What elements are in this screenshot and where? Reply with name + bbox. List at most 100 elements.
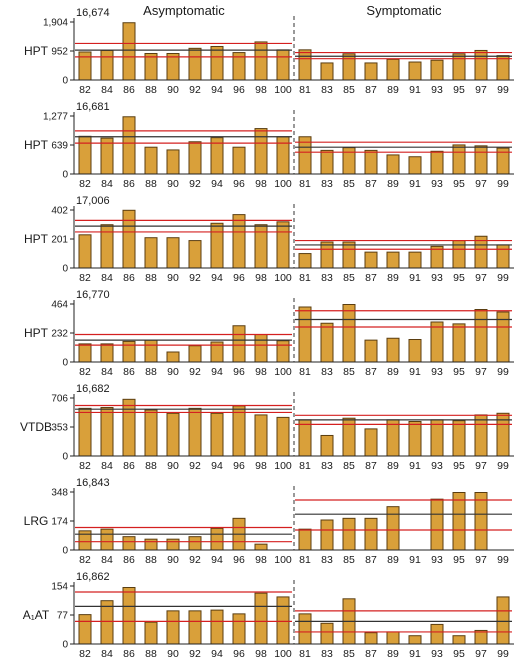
x-tick-label: 90 — [167, 460, 179, 472]
bar-sym-symptomatic-5 — [408, 251, 422, 269]
x-tick-label: 91 — [409, 554, 421, 566]
x-tick-label: 93 — [431, 554, 443, 566]
x-tick-label: 93 — [431, 178, 443, 190]
y-tick-label: 0 — [62, 264, 68, 275]
bar-sym-symptomatic-7 — [452, 323, 466, 363]
x-tick-label: 82 — [79, 554, 91, 566]
bar-asym-asymptomatic-5 — [188, 610, 202, 645]
panel-title: 16,681 — [76, 101, 110, 113]
panel-title: 16,862 — [76, 571, 110, 583]
bar-sym-symptomatic-6 — [430, 419, 444, 457]
bar-asym-asymptomatic-6 — [210, 412, 224, 457]
bar-asym-asymptomatic-0 — [78, 614, 92, 645]
x-tick-label: 94 — [211, 366, 223, 378]
x-tick-label: 83 — [321, 366, 333, 378]
y-axis-label: HPT — [24, 44, 49, 58]
x-tick-label: 99 — [497, 648, 509, 660]
bar-sym-symptomatic-1 — [320, 434, 334, 457]
panel-title: 16,682 — [76, 383, 110, 395]
x-tick-label: 84 — [101, 366, 113, 378]
x-tick-label: 96 — [233, 178, 245, 190]
bar-asym-asymptomatic-6 — [210, 222, 224, 269]
x-tick-label: 97 — [475, 272, 487, 284]
bar-asym-asymptomatic-2 — [122, 587, 136, 645]
x-tick-label: 81 — [299, 366, 311, 378]
x-tick-label: 99 — [497, 272, 509, 284]
x-tick-label: 84 — [101, 648, 113, 660]
x-tick-label: 96 — [233, 648, 245, 660]
x-tick-label: 99 — [497, 84, 509, 96]
bar-asym-asymptomatic-4 — [166, 610, 180, 645]
x-tick-label: 89 — [387, 366, 399, 378]
bar-sym-symptomatic-3 — [364, 251, 378, 269]
x-tick-label: 81 — [299, 84, 311, 96]
bar-asym-asymptomatic-7 — [232, 405, 246, 457]
x-tick-label: 82 — [79, 272, 91, 284]
panel-title: 16,843 — [76, 477, 110, 489]
x-tick-label: 100 — [274, 366, 292, 378]
x-tick-label: 93 — [431, 84, 443, 96]
bar-asym-asymptomatic-8 — [254, 128, 268, 175]
y-tick-label: 402 — [51, 206, 68, 217]
x-tick-label: 91 — [409, 178, 421, 190]
x-tick-label: 95 — [453, 460, 465, 472]
symptomatic-group-label: Symptomatic — [366, 3, 442, 18]
y-tick-label: 353 — [51, 423, 68, 434]
x-tick-label: 88 — [145, 84, 157, 96]
bar-asym-asymptomatic-0 — [78, 407, 92, 457]
bar-asym-asymptomatic-2 — [122, 398, 136, 457]
bar-sym-symptomatic-9 — [496, 55, 510, 81]
bar-asym-asymptomatic-2 — [122, 22, 136, 81]
y-tick-label: 232 — [51, 329, 68, 340]
x-tick-label: 96 — [233, 272, 245, 284]
x-tick-label: 84 — [101, 84, 113, 96]
x-tick-label: 81 — [299, 272, 311, 284]
y-tick-label: 639 — [51, 141, 68, 152]
panel-title: 17,006 — [76, 195, 110, 207]
x-tick-label: 90 — [167, 648, 179, 660]
bar-asym-asymptomatic-1 — [100, 343, 114, 363]
bar-sym-symptomatic-0 — [298, 528, 312, 551]
x-tick-label: 84 — [101, 272, 113, 284]
bar-asym-asymptomatic-9 — [276, 416, 290, 457]
bar-sym-symptomatic-5 — [408, 156, 422, 175]
bar-asym-asymptomatic-1 — [100, 600, 114, 645]
x-tick-label: 98 — [255, 272, 267, 284]
x-tick-label: 87 — [365, 178, 377, 190]
x-tick-label: 94 — [211, 272, 223, 284]
chart-panel-4: 16,770 HPT 0 232 464 82 84 86 88 90 92 94 96 98 100 81 8… — [24, 289, 514, 378]
x-tick-label: 84 — [101, 554, 113, 566]
x-tick-label: 96 — [233, 366, 245, 378]
y-axis-label: HPT — [24, 326, 49, 340]
bar-sym-symptomatic-1 — [320, 241, 334, 269]
x-tick-label: 86 — [123, 84, 135, 96]
x-tick-label: 90 — [167, 178, 179, 190]
chart-panel-5: 16,682 VTDB 0 353 706 82 84 86 88 90 92 94 96 98 100 81… — [20, 383, 514, 472]
x-tick-label: 99 — [497, 554, 509, 566]
x-tick-label: 86 — [123, 366, 135, 378]
bar-sym-symptomatic-2 — [342, 517, 356, 551]
x-tick-label: 92 — [189, 84, 201, 96]
bar-asym-asymptomatic-2 — [122, 340, 136, 363]
x-tick-label: 83 — [321, 460, 333, 472]
bar-sym-symptomatic-2 — [342, 241, 356, 269]
x-tick-label: 91 — [409, 460, 421, 472]
bar-sym-symptomatic-4 — [386, 58, 400, 81]
x-tick-label: 98 — [255, 178, 267, 190]
x-tick-label: 85 — [343, 460, 355, 472]
bar-sym-symptomatic-8 — [474, 309, 488, 363]
x-tick-label: 87 — [365, 460, 377, 472]
bar-asym-asymptomatic-7 — [232, 325, 246, 363]
x-tick-label: 96 — [233, 84, 245, 96]
x-tick-label: 94 — [211, 84, 223, 96]
x-tick-label: 84 — [101, 178, 113, 190]
bar-sym-symptomatic-8 — [474, 492, 488, 551]
x-tick-label: 88 — [145, 178, 157, 190]
bar-sym-symptomatic-6 — [430, 150, 444, 175]
bar-sym-symptomatic-7 — [452, 492, 466, 551]
x-tick-label: 87 — [365, 272, 377, 284]
bar-sym-symptomatic-0 — [298, 419, 312, 457]
bar-asym-asymptomatic-5 — [188, 407, 202, 457]
y-tick-label: 952 — [51, 47, 68, 58]
x-tick-label: 100 — [274, 178, 292, 190]
